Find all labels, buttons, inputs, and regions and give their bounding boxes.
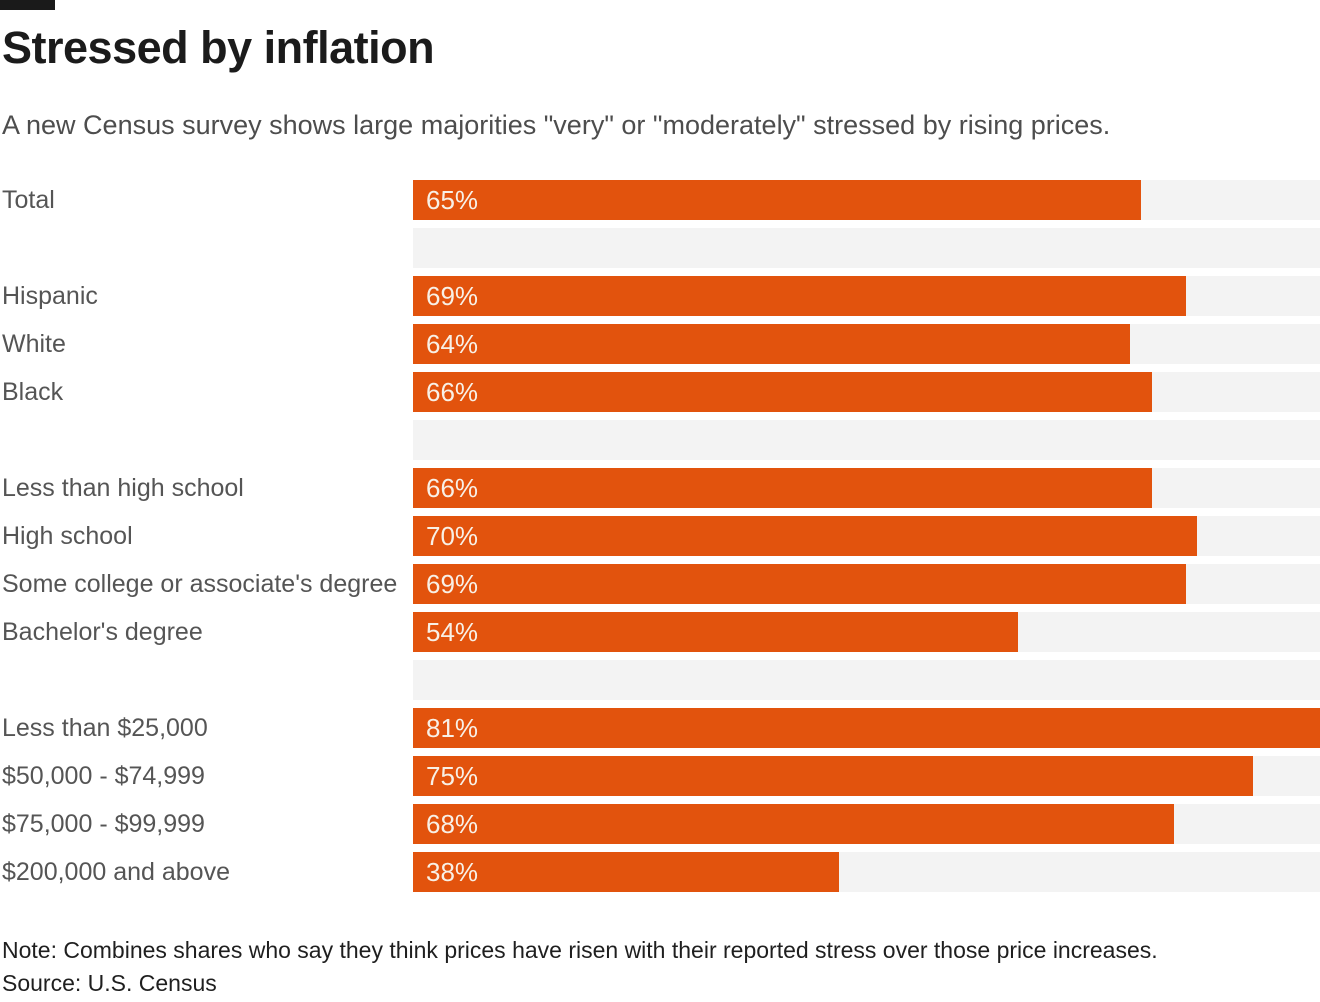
bar-value-label: 69% [426, 568, 479, 599]
row-label: Hispanic [2, 281, 98, 310]
chart-row: Black 66% [0, 372, 1320, 412]
bar-track: 75% [413, 756, 1320, 796]
bar-track: 69% [413, 276, 1320, 316]
chart-row: Some college or associate's degree 69% [0, 564, 1320, 604]
bar-fill: 68% [413, 804, 1175, 844]
chart-footer: Note: Combines shares who say they think… [0, 934, 1320, 1000]
bar-fill: 69% [413, 564, 1186, 604]
bar-track: 38% [413, 852, 1320, 892]
bar-fill: 66% [413, 372, 1153, 412]
group-spacer-row [0, 228, 1320, 268]
chart-row: White 64% [0, 324, 1320, 364]
bar-track: 69% [413, 564, 1320, 604]
row-label: $200,000 and above [2, 857, 230, 886]
bar-value-label: 75% [426, 760, 479, 791]
bar-track: 66% [413, 372, 1320, 412]
bar-track: 64% [413, 324, 1320, 364]
chart-source: Source: U.S. Census [2, 970, 217, 996]
bar-track: 65% [413, 180, 1320, 220]
chart-row: Less than high school 66% [0, 468, 1320, 508]
chart-row: $75,000 - $99,999 68% [0, 804, 1320, 844]
bar-value-label: 64% [426, 328, 479, 359]
row-label: Black [2, 377, 64, 406]
bar-track [413, 660, 1320, 700]
chart-row: Hispanic 69% [0, 276, 1320, 316]
bar-track [413, 228, 1320, 268]
chart-row: Total 65% [0, 180, 1320, 220]
group-spacer-row [0, 660, 1320, 700]
chart-header: Stressed by inflation A new Census surve… [0, 0, 1320, 141]
bar-value-label: 66% [426, 472, 479, 503]
row-label: Some college or associate's degree [2, 569, 398, 598]
bar-fill: 64% [413, 324, 1130, 364]
bar-value-label: 69% [426, 280, 479, 311]
row-label: Bachelor's degree [2, 617, 203, 646]
chart-row: High school 70% [0, 516, 1320, 556]
bar-track: 66% [413, 468, 1320, 508]
bar-fill: 38% [413, 852, 839, 892]
bar-track: 54% [413, 612, 1320, 652]
row-label: Less than $25,000 [2, 713, 208, 742]
chart-row: Bachelor's degree 54% [0, 612, 1320, 652]
bar-fill: 66% [413, 468, 1153, 508]
row-label: $50,000 - $74,999 [2, 761, 205, 790]
row-label: Less than high school [2, 473, 244, 502]
row-label: Total [2, 185, 55, 214]
row-label: High school [2, 521, 133, 550]
bar-fill: 75% [413, 756, 1253, 796]
bar-value-label: 54% [426, 616, 479, 647]
chart-note: Note: Combines shares who say they think… [2, 937, 1158, 963]
bar-track: 68% [413, 804, 1320, 844]
bar-chart: Total 65% Hispanic 69% White 64% Black 66% Less … [0, 180, 1320, 892]
bar-fill: 65% [413, 180, 1141, 220]
bar-track: 81% [413, 708, 1320, 748]
bar-track: 70% [413, 516, 1320, 556]
bar-track [413, 420, 1320, 460]
bar-value-label: 66% [426, 376, 479, 407]
row-label: White [2, 329, 66, 358]
chart-row: $200,000 and above 38% [0, 852, 1320, 892]
chart-row: $50,000 - $74,999 75% [0, 756, 1320, 796]
chart-row: Less than $25,000 81% [0, 708, 1320, 748]
bar-value-label: 68% [426, 808, 479, 839]
brand-mark [0, 0, 55, 10]
chart-title: Stressed by inflation [2, 22, 435, 73]
bar-fill: 54% [413, 612, 1018, 652]
group-spacer-row [0, 420, 1320, 460]
row-label: $75,000 - $99,999 [2, 809, 205, 838]
chart-subtitle: A new Census survey shows large majoriti… [2, 110, 1111, 140]
bar-fill: 70% [413, 516, 1197, 556]
bar-fill: 81% [413, 708, 1320, 748]
bar-value-label: 70% [426, 520, 479, 551]
bar-value-label: 65% [426, 184, 479, 215]
bar-fill: 69% [413, 276, 1186, 316]
bar-value-label: 38% [426, 856, 479, 887]
bar-value-label: 81% [426, 712, 479, 743]
